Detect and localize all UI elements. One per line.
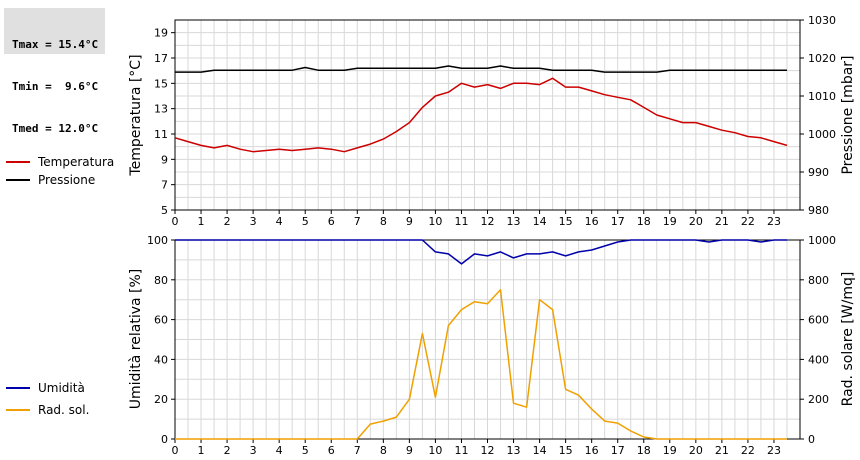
y-tick-label: 19 [154,27,168,40]
y2-tick-label: 800 [808,274,829,287]
series-line-rad-sol [175,289,787,440]
x-tick-label: 3 [250,444,257,457]
y-tick-label: 17 [154,52,168,65]
x-tick-label: 22 [741,215,755,228]
x-tick-label: 7 [354,215,361,228]
x-tick-label: 9 [406,215,413,228]
x-tick-label: 16 [585,215,599,228]
y-tick-label: 5 [161,204,168,217]
x-tick-label: 22 [741,444,755,457]
y2-axis-title: Rad. solare [W/mq] [840,272,856,407]
legend-label-pressione: Pressione [38,173,95,187]
y2-tick-label: 1030 [808,14,836,27]
y2-tick-label: 600 [808,314,829,327]
y2-axis-title: Pressione [mbar] [840,55,856,174]
x-tick-label: 20 [689,444,703,457]
x-tick-label: 9 [406,444,413,457]
x-tick-label: 15 [559,215,573,228]
y2-tick-label: 1010 [808,90,836,103]
y-tick-label: 80 [154,274,168,287]
x-tick-label: 3 [250,215,257,228]
y-tick-label: 15 [154,77,168,90]
x-tick-label: 1 [198,444,205,457]
x-tick-label: 20 [689,215,703,228]
x-tick-label: 5 [302,215,309,228]
tmed-text: Tmed = 12.0°C [12,122,99,135]
x-tick-label: 15 [559,444,573,457]
series-line-temperatura [174,77,788,153]
y2-tick-label: 1020 [808,52,836,65]
x-tick-label: 7 [354,444,361,457]
y2-tick-label: 990 [808,166,829,179]
x-tick-label: 13 [507,444,521,457]
y-axis-title: Umidità relativa [%] [128,269,144,410]
x-tick-label: 23 [767,215,781,228]
y-tick-label: 100 [147,234,168,247]
y2-tick-label: 0 [808,433,815,446]
x-tick-label: 11 [454,444,468,457]
x-tick-label: 23 [767,444,781,457]
stats-box: Tmax = 15.4°C Tmin = 9.6°C Tmed = 12.0°C [4,8,105,135]
y-tick-label: 11 [154,128,168,141]
legend-label-umidita: Umidità [38,381,85,395]
series-line-umidita [175,239,787,265]
chart-panel-2: 0 1 2 3 4 5 6 7 8 9 10 11 12 13 14 15 16 17 18 19 20 21 22 2302… [6,234,856,457]
series-line-pressione [175,65,787,73]
x-tick-label: 12 [481,444,495,457]
x-tick-label: 16 [585,444,599,457]
y-tick-label: 0 [161,433,168,446]
y2-tick-label: 1000 [808,128,836,141]
y-axis-title: Temperatura [°C] [128,54,144,176]
x-tick-label: 4 [276,215,283,228]
y2-tick-label: 400 [808,353,829,366]
y2-tick-label: 980 [808,204,829,217]
y-tick-label: 40 [154,353,168,366]
x-tick-label: 13 [507,215,521,228]
y-tick-label: 7 [161,179,168,192]
x-tick-label: 10 [428,215,442,228]
chart-panel-1: 0 1 2 3 4 5 6 7 8 9 10 11 12 13 14 15 16 17 18 19 20 21 22 2357… [6,14,856,228]
x-tick-label: 17 [611,215,625,228]
x-tick-label: 10 [428,444,442,457]
x-tick-label: 14 [533,444,547,457]
y-tick-label: 60 [154,314,168,327]
x-tick-label: 21 [715,215,729,228]
x-tick-label: 12 [481,215,495,228]
x-tick-label: 8 [380,444,387,457]
x-tick-label: 17 [611,444,625,457]
x-tick-label: 5 [302,444,309,457]
tmax-text: Tmax = 15.4°C [12,38,99,51]
x-tick-label: 8 [380,215,387,228]
x-tick-label: 2 [224,444,231,457]
x-tick-label: 14 [533,215,547,228]
x-tick-label: 6 [328,444,335,457]
x-tick-label: 0 [172,215,179,228]
y-tick-label: 13 [154,103,168,116]
x-tick-label: 6 [328,215,335,228]
x-tick-label: 2 [224,215,231,228]
tmin-text: Tmin = 9.6°C [12,80,99,93]
x-tick-label: 1 [198,215,205,228]
x-tick-label: 4 [276,444,283,457]
x-tick-label: 19 [663,215,677,228]
x-tick-label: 18 [637,444,651,457]
y-tick-label: 20 [154,393,168,406]
x-tick-label: 11 [454,215,468,228]
y2-tick-label: 1000 [808,234,836,247]
x-tick-label: 21 [715,444,729,457]
legend-label-temperatura: Temperatura [37,155,114,169]
x-tick-label: 18 [637,215,651,228]
y-tick-label: 9 [161,153,168,166]
y2-tick-label: 200 [808,393,829,406]
x-tick-label: 19 [663,444,677,457]
x-tick-label: 0 [172,444,179,457]
legend-label-rad-sol: Rad. sol. [38,403,89,417]
